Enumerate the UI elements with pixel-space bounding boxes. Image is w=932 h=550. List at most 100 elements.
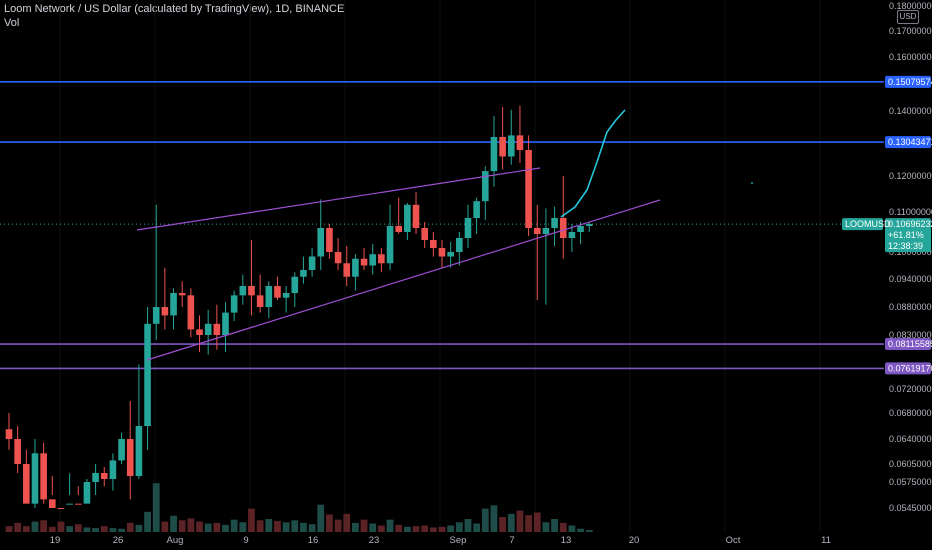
candle-body xyxy=(386,226,394,264)
volume-bar xyxy=(178,520,186,532)
volume-bar xyxy=(525,515,532,532)
volume-bar xyxy=(334,519,342,532)
candle-body xyxy=(551,218,558,228)
volume-bar xyxy=(170,515,177,532)
volume-bar xyxy=(300,522,307,532)
time-tick-label: 11 xyxy=(821,535,831,546)
candle-body xyxy=(100,473,108,479)
candle-body xyxy=(430,240,437,248)
price-tags: 0.15079574 0.13043471 0.08115585 0.07619170… xyxy=(842,75,932,375)
price-tick-label: 0.08800000 xyxy=(889,302,932,312)
candle-body xyxy=(126,439,134,476)
volume-bar xyxy=(421,525,429,532)
time-axis[interactable]: 19 26 Aug 9 16 23 Sep 7 13 20 Oct 11 xyxy=(50,535,831,546)
volume-bar xyxy=(274,520,281,532)
candle-body xyxy=(378,254,385,264)
volume-bar xyxy=(92,528,99,532)
candle-body xyxy=(196,329,203,335)
price-tag-box xyxy=(885,362,931,375)
price-tick-label: 0.12000000 xyxy=(889,171,932,181)
candle-body xyxy=(369,254,377,266)
volume-bar xyxy=(222,524,229,532)
price-tag-box xyxy=(885,338,931,351)
price-tick-label: 0.06050000 xyxy=(889,459,932,469)
volume-bar xyxy=(187,518,195,532)
volume-bar xyxy=(577,528,584,532)
candle-body xyxy=(395,226,402,232)
price-axis[interactable]: 0.18000000 0.17000000 0.16000000 0.14000000… xyxy=(889,1,932,513)
candle-body xyxy=(161,307,169,316)
candle-body xyxy=(213,323,221,335)
grid xyxy=(59,0,821,532)
volume-bar xyxy=(429,527,437,532)
currency-unit-button[interactable]: USD xyxy=(897,10,919,24)
horizontal-levels[interactable] xyxy=(0,81,884,370)
last-price-value: 0.10696232 xyxy=(888,219,932,229)
volume-bar xyxy=(135,524,143,532)
volume-bar xyxy=(377,525,385,532)
candle-body xyxy=(14,439,21,464)
volume-bar xyxy=(360,519,368,532)
symbol-tag-label: LOOMUSD xyxy=(845,219,891,229)
volume-bar xyxy=(239,522,247,532)
candle-body xyxy=(568,232,576,238)
candle-body xyxy=(118,439,125,461)
time-tick-label: 19 xyxy=(50,535,61,546)
candle-body xyxy=(282,293,290,298)
volume-bar xyxy=(386,519,394,532)
candle-body xyxy=(334,252,342,264)
volume-bar xyxy=(455,522,463,532)
price-tick-label: 0.09400000 xyxy=(889,274,932,284)
price-tick-label: 0.06400000 xyxy=(889,434,932,444)
candle-body xyxy=(144,323,151,426)
volume-bar xyxy=(31,521,39,532)
candle-body xyxy=(438,248,446,257)
candle-body xyxy=(248,286,255,296)
volume-bar xyxy=(230,519,238,532)
candle-body xyxy=(256,295,264,307)
candle-body xyxy=(542,228,550,234)
price-tag-box xyxy=(885,136,931,149)
candle-body xyxy=(74,503,82,505)
projection-path xyxy=(560,109,626,218)
volume-bar xyxy=(481,508,489,532)
candle-body xyxy=(291,276,299,293)
last-price-change: +61.81% xyxy=(888,230,924,240)
candle-body xyxy=(187,295,195,330)
time-tick-label: 7 xyxy=(509,535,514,546)
candle-body xyxy=(66,503,73,505)
volume-bar xyxy=(14,522,22,532)
candle-body xyxy=(239,286,247,296)
candle-body xyxy=(230,295,238,313)
candle-body xyxy=(40,453,47,500)
candle-body xyxy=(5,429,13,439)
volume-bar xyxy=(126,522,134,532)
volume-bar xyxy=(395,524,403,532)
candle-body xyxy=(585,224,593,226)
candle-body xyxy=(343,263,351,277)
volume-bar xyxy=(516,510,524,532)
volume-bar xyxy=(412,526,420,532)
candle-body xyxy=(352,258,359,277)
volume-bar xyxy=(265,519,273,532)
candle-body xyxy=(456,238,463,252)
candle-body xyxy=(57,508,65,509)
volume-bar xyxy=(161,521,169,532)
volume-bar xyxy=(507,513,515,532)
candle-body xyxy=(533,228,541,234)
time-tick-label: Aug xyxy=(167,535,184,546)
volume-bar xyxy=(57,521,65,532)
candle-body xyxy=(464,218,472,238)
candle-body xyxy=(308,256,316,270)
volume-bar xyxy=(568,525,576,532)
candle-body xyxy=(135,426,143,476)
candle-body xyxy=(360,258,368,266)
price-tick-label: 0.07200000 xyxy=(889,384,932,394)
candle-body xyxy=(499,137,506,157)
volume-bar xyxy=(5,526,13,532)
price-tag-label: 0.13043471 xyxy=(888,137,932,147)
candle-body xyxy=(577,226,584,232)
price-tick-label: 0.05450000 xyxy=(889,503,932,513)
trendlines[interactable] xyxy=(136,109,753,361)
